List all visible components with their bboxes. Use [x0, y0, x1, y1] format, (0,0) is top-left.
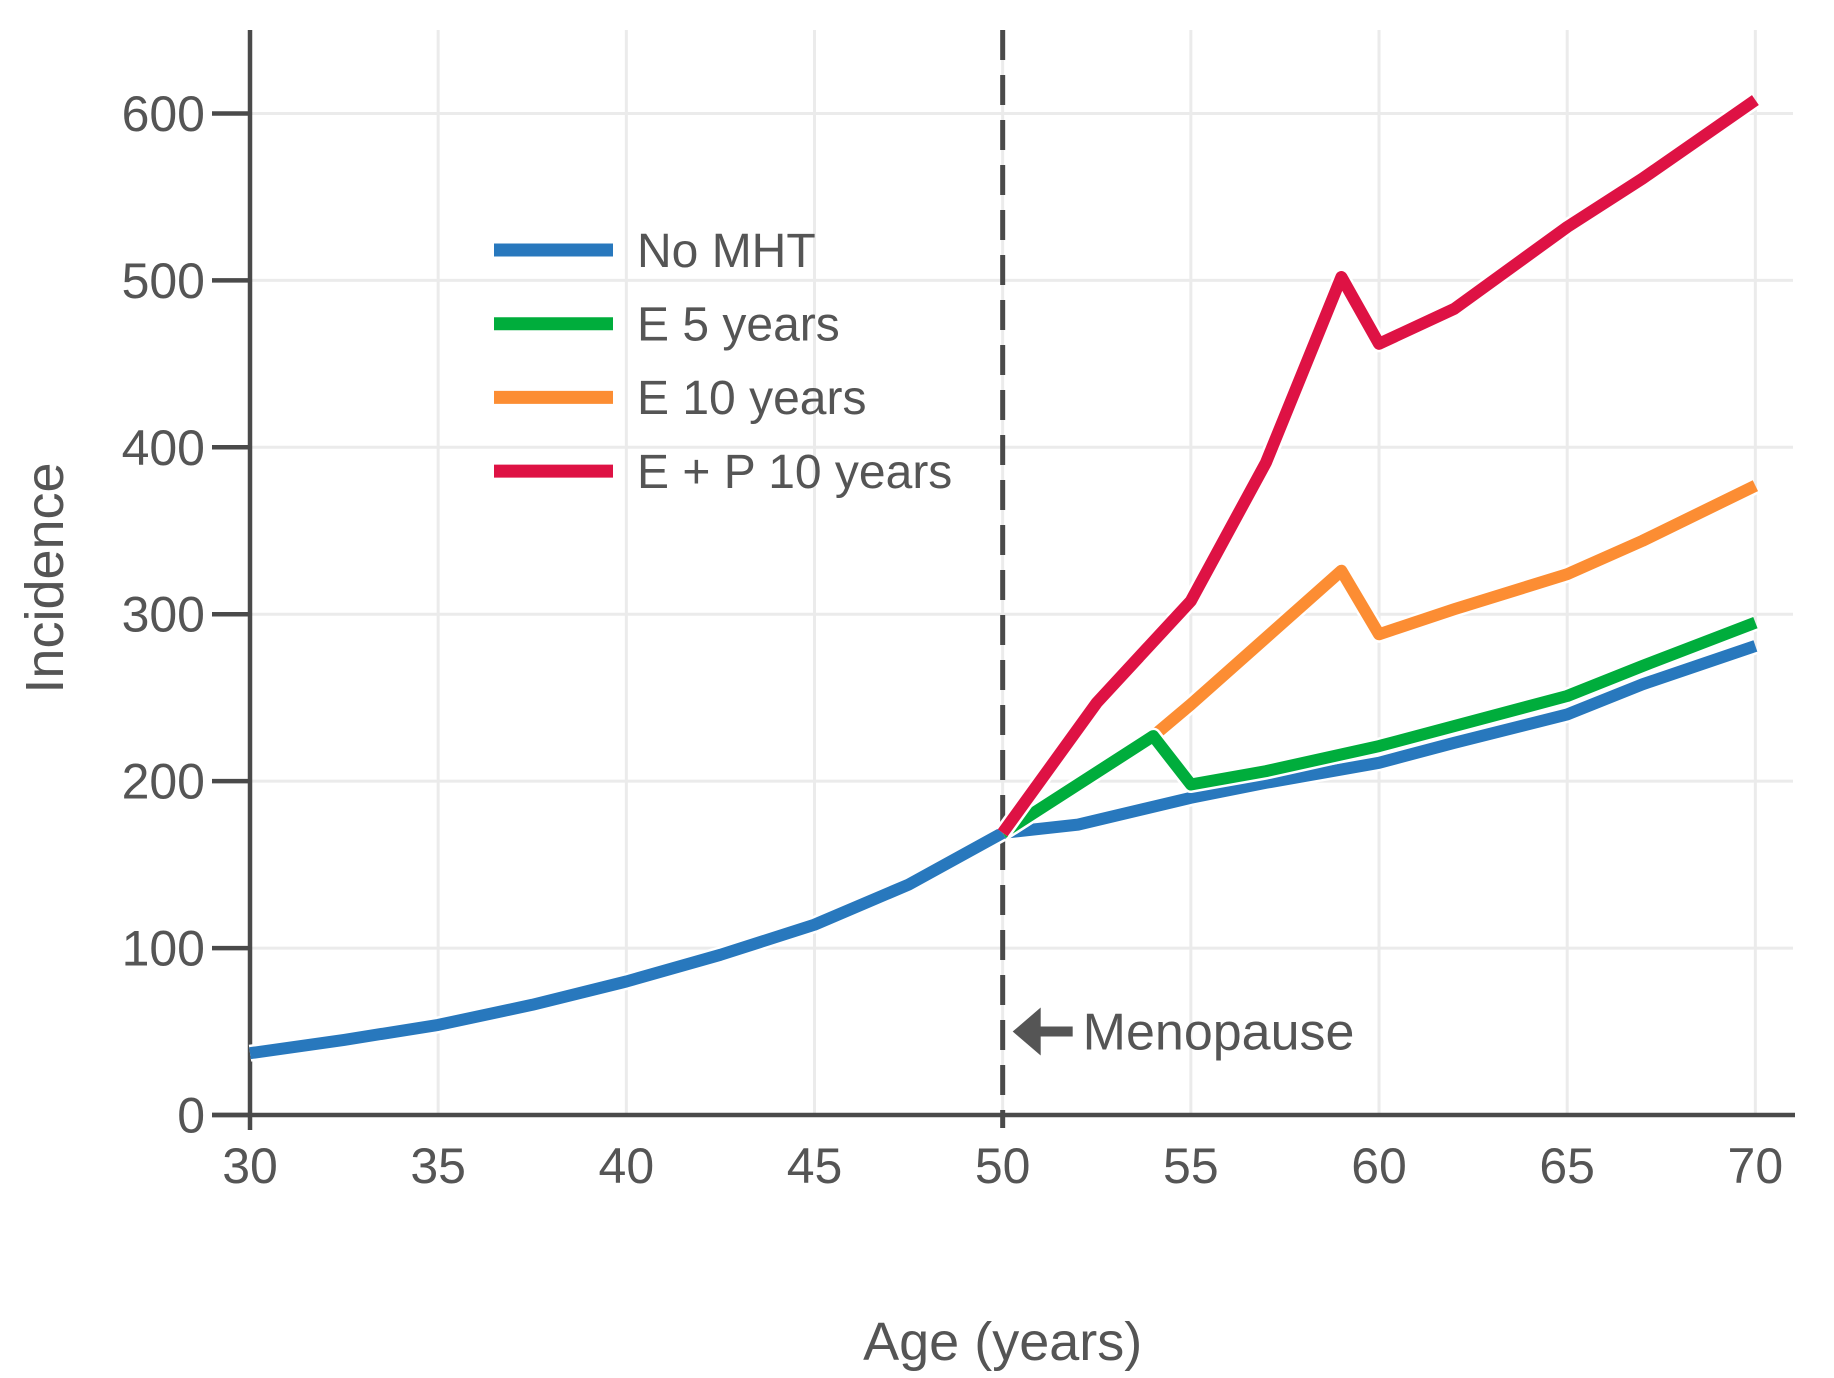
y-tick-label: 0 [177, 1088, 205, 1144]
legend-item: E 10 years [494, 372, 866, 425]
legend-label: E 10 years [637, 372, 866, 425]
legend-label: E 5 years [637, 299, 840, 352]
x-tick-label: 40 [599, 1138, 655, 1194]
x-axis-title: Age (years) [863, 1312, 1142, 1372]
y-tick-label: 500 [122, 253, 205, 309]
x-tick-label: 70 [1728, 1138, 1784, 1194]
x-tick-label: 30 [222, 1138, 278, 1194]
menopause-annotation: Menopause [1012, 1004, 1355, 1062]
legend-item: E + P 10 years [494, 446, 952, 499]
y-tick-label: 400 [122, 420, 205, 476]
series-line-e-5-years [999, 616, 1758, 838]
menopause-label: Menopause [1083, 1004, 1355, 1062]
x-tick-label: 60 [1351, 1138, 1407, 1194]
x-tick-label: 45 [787, 1138, 843, 1194]
series-line-e-10-years [999, 480, 1759, 838]
x-tick-label: 65 [1539, 1138, 1595, 1194]
y-tick-label: 300 [122, 587, 205, 643]
legend-item: No MHT [494, 225, 816, 278]
legend-item: E 5 years [494, 299, 840, 352]
y-axis-title: Incidence [15, 462, 75, 693]
series-line-e-p-10-years [997, 95, 1759, 837]
legend-label: No MHT [637, 225, 816, 278]
x-tick-label: 50 [975, 1138, 1031, 1194]
x-tick-label: 55 [1163, 1138, 1219, 1194]
x-tick-label: 35 [410, 1138, 466, 1194]
y-tick-label: 100 [122, 921, 205, 977]
legend-label: E + P 10 years [637, 446, 952, 499]
arrow-left-icon [1012, 1007, 1041, 1056]
y-tick-label: 600 [122, 86, 205, 142]
y-tick-label: 200 [122, 754, 205, 810]
